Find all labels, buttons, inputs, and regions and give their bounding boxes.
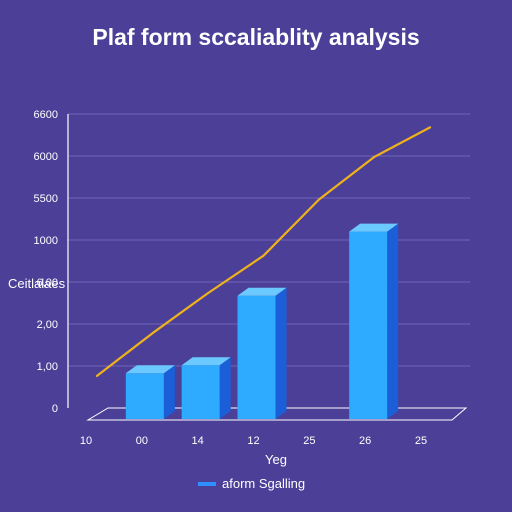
y-tick-label: 1,00 <box>37 361 58 373</box>
y-tick-label: 2,00 <box>37 319 58 331</box>
y-tick-label: 6600 <box>34 109 58 121</box>
legend-label: aform Sgalling <box>222 476 306 491</box>
x-axis-floor <box>86 407 468 421</box>
x-tick-label: 00 <box>136 435 148 447</box>
bar-top <box>125 365 175 374</box>
y-axis-label: Ceitlalaes <box>8 276 66 291</box>
y-tick-label: 1000 <box>34 235 58 247</box>
bar-side <box>219 357 231 419</box>
bar-top <box>181 357 231 366</box>
x-tick-label: 10 <box>80 435 92 447</box>
y-tick-label: 0 <box>52 403 58 415</box>
bar <box>349 231 388 419</box>
bar-side <box>163 365 175 419</box>
bar-side <box>275 287 287 419</box>
legend-swatch <box>198 481 216 486</box>
line-series <box>95 126 432 377</box>
legend: aform Sgalling <box>198 476 305 491</box>
bar <box>125 373 164 419</box>
bar <box>181 365 220 419</box>
bar-top <box>237 287 287 296</box>
bar-side <box>387 223 399 419</box>
y-tick-label: 5500 <box>34 193 58 205</box>
x-tick-label: 25 <box>303 435 315 447</box>
bar <box>237 295 276 419</box>
x-tick-label: 25 <box>415 435 427 447</box>
y-tick-label: 6,00 <box>37 277 58 289</box>
x-tick-label: 14 <box>192 435 204 447</box>
x-axis-label: Yeg <box>265 452 287 467</box>
x-tick-label: 26 <box>359 435 371 447</box>
x-tick-label: 12 <box>247 435 259 447</box>
bar-top <box>349 223 399 232</box>
chart-title: Plaf form sccaliablity analysis <box>92 24 420 50</box>
y-tick-label: 6000 <box>34 151 58 163</box>
